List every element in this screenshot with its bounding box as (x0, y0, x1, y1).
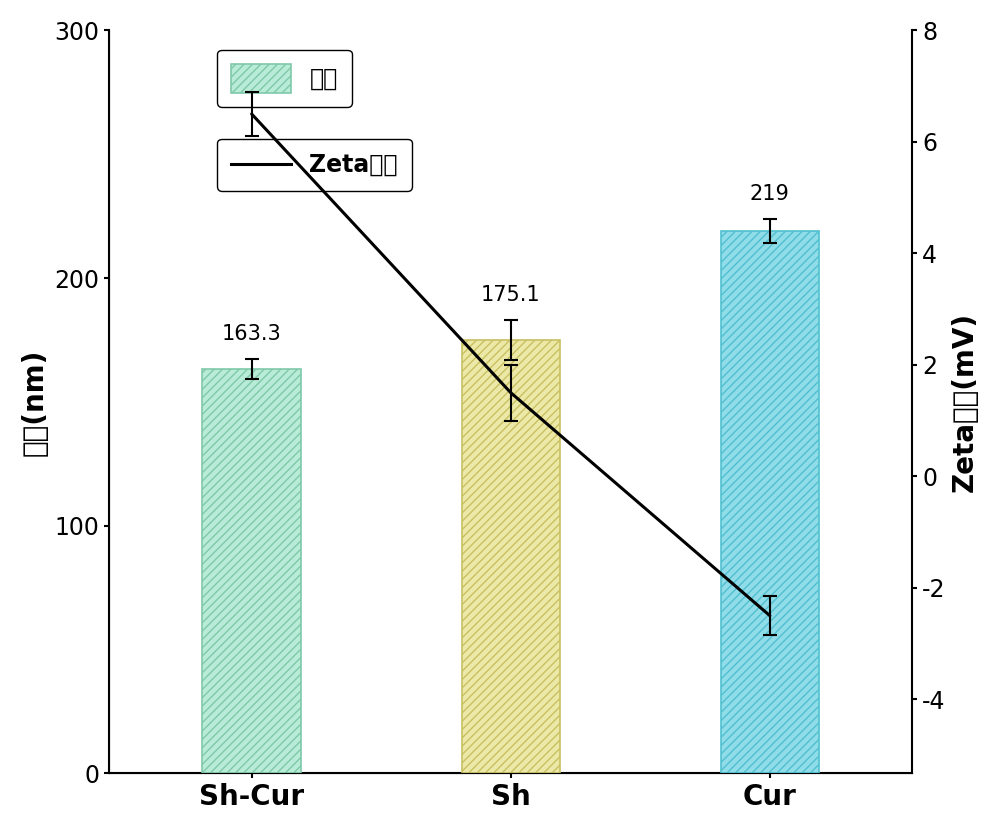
Bar (721, 231, 819, 774)
Text: 219: 219 (750, 184, 790, 204)
Text: 163.3: 163.3 (222, 324, 282, 344)
Bar (462, 339, 560, 774)
Bar (202, 369, 301, 774)
Y-axis label: 粒径(nm): 粒径(nm) (21, 349, 49, 456)
Y-axis label: Zeta电位(mV): Zeta电位(mV) (951, 312, 979, 492)
Legend: Zeta电位: Zeta电位 (217, 139, 412, 191)
Text: 175.1: 175.1 (481, 285, 541, 305)
